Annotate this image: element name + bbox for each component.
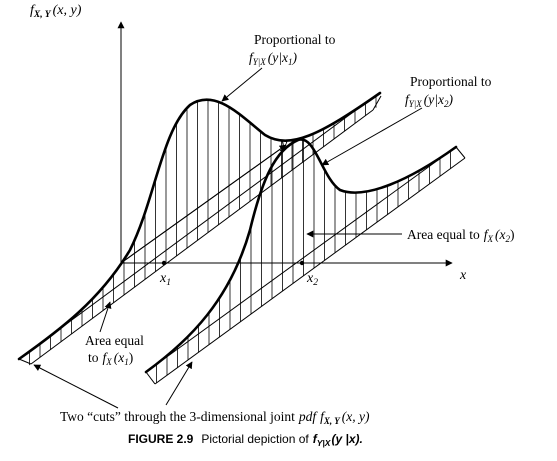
cut-2-base-ribbon xyxy=(145,146,457,373)
cut-2 xyxy=(144,138,466,385)
y-axis-label: y xyxy=(279,137,288,152)
annotation-prop1-line2: fY|X (y|x1) xyxy=(249,50,297,67)
annotation-area1-arrow xyxy=(99,301,112,333)
x-axis-label: x xyxy=(459,268,467,283)
figure-caption: FIGURE 2.9 Pictorial depiction of fY|X(y |… xyxy=(128,432,363,448)
x2-tick-dot xyxy=(299,260,305,266)
cut-2-curve xyxy=(144,138,458,374)
annotation-prop1-arrow xyxy=(221,67,263,102)
x1-tick-label: x1 xyxy=(159,271,171,288)
annotation-area2: Area equal to fX (x2) xyxy=(407,227,514,244)
cut-2-ribbon-end xyxy=(145,371,156,385)
cut-1-base-line xyxy=(30,109,374,365)
x1-tick-dot xyxy=(161,260,167,266)
cut-2-ribbon-end-far xyxy=(455,146,466,159)
annotation-area1-line1: Area equal xyxy=(85,333,144,348)
cuts-annotation: Two “cuts” through the 3-dimensional joi… xyxy=(60,409,370,426)
cut-1-ribbon-end-far xyxy=(372,95,382,111)
annotation-prop2-arrow xyxy=(321,107,423,166)
annotation-prop2-line1: Proportional to xyxy=(410,74,492,89)
annotation-prop2-line2: fY|X (y|x2) xyxy=(405,92,453,109)
annotation-prop1-line1: Proportional to xyxy=(254,32,336,47)
y-axis-overlay xyxy=(120,144,287,264)
vertical-axis-label: fX, Y (x, y) xyxy=(30,3,82,20)
cuts-arrow-2 xyxy=(165,361,193,406)
cut-1-hatching xyxy=(29,95,377,366)
cuts-arrow-1 xyxy=(33,364,119,409)
annotation-area1-line2: to fX (x1) xyxy=(88,350,133,367)
cut-1-curve xyxy=(17,91,382,361)
cut-2-base-line xyxy=(154,157,466,385)
x2-tick-label: x2 xyxy=(306,271,318,288)
cut-1-base-ribbon xyxy=(18,92,380,360)
cut-2-hatching xyxy=(156,139,451,383)
cut-1-ribbon-end xyxy=(18,358,32,365)
